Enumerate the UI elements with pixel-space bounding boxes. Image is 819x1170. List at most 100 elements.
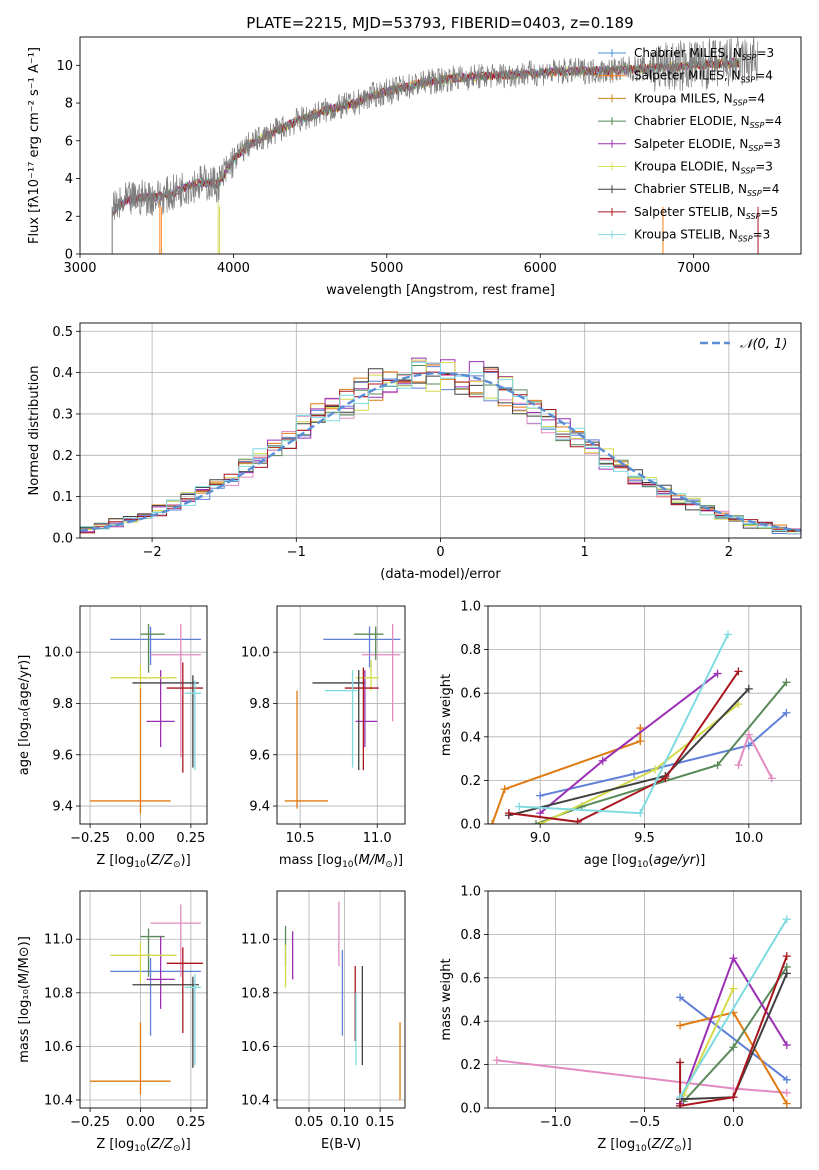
y-axis-label: Normed distribution <box>27 366 42 496</box>
weight-marker <box>767 774 776 783</box>
legend-subscript: SSP <box>741 167 756 176</box>
chart-mass_vs_ebv: 0.05 0.10 0.15 10.4 10.6 10.8 11.0 <box>241 890 406 1130</box>
chart-weight_vs_Z: −1.0 −0.5 0.0 0.0 0.2 0.4 0.6 0.8 1.0 mass weight <box>439 885 802 1130</box>
weight-marker <box>744 741 753 750</box>
legend-label: Chabrier ELODIE, N <box>634 114 750 128</box>
axes-frame <box>79 36 802 255</box>
legend-subscript: SSP <box>741 76 756 85</box>
chart-residuals: −2 −1 0 1 2 0.0 0.1 0.2 0.3 0.4 0.5 (data-model)/er… <box>27 322 802 582</box>
plot-area <box>488 606 801 824</box>
label-part: Z/Z <box>651 1137 675 1152</box>
legend-entry: Chabrier MILES, NSSP=3 <box>634 46 774 62</box>
label-part: mass [log <box>279 853 342 868</box>
y-tick-label: 9.4 <box>249 800 270 815</box>
label-part: )] <box>682 1137 692 1152</box>
axes-frame <box>276 605 406 825</box>
y-tick-label: 0.1 <box>52 490 73 505</box>
y-tick-label: 11.0 <box>241 933 270 948</box>
label-part: ( <box>146 853 151 868</box>
y-tick-label: 10.4 <box>241 1093 270 1108</box>
plot-area <box>80 606 207 824</box>
y-tick-label: 10 <box>56 59 73 74</box>
y-tick-label: 10.0 <box>241 646 270 661</box>
label-part: )] <box>181 853 191 868</box>
weight-marker <box>782 1075 791 1084</box>
y-tick-label: 1.0 <box>460 600 481 615</box>
y-tick-label: 9.6 <box>52 748 73 763</box>
x-axis-label: Z [log10(Z/Z⊙)] <box>96 853 190 870</box>
x-tick-label: 2 <box>725 545 733 560</box>
legend-count: =4 <box>762 182 780 196</box>
axes-frame <box>276 890 406 1109</box>
x-tick-label: 10.0 <box>734 831 763 846</box>
y-tick-label: 9.8 <box>249 697 270 712</box>
weight-marker <box>676 993 685 1002</box>
legend-entry: 𝒩(0, 1) <box>740 337 787 352</box>
y-tick-label: 10.8 <box>44 986 73 1001</box>
weight-marker <box>531 820 540 824</box>
weight-series <box>682 966 788 1103</box>
label-part: ⊙ <box>385 860 393 870</box>
weight-marker <box>782 678 791 687</box>
x-axis-label: mass [log10(M/M⊙)] <box>279 853 403 870</box>
y-tick-label: 0.2 <box>460 774 481 789</box>
legend-subscript: SSP <box>750 121 765 130</box>
label-part: age/yr <box>653 853 696 868</box>
label-part: Z [log <box>96 853 134 868</box>
x-tick-label: −0.25 <box>70 1115 110 1130</box>
legend-entry: Kroupa STELIB, NSSP=3 <box>634 228 770 244</box>
legend-label: Kroupa STELIB, N <box>634 228 738 242</box>
y-tick-label: 0.8 <box>460 643 481 658</box>
label-part: E(B-V) <box>321 1137 361 1152</box>
y-tick-label: 0.6 <box>460 687 481 702</box>
x-tick-label: 10.5 <box>286 831 315 846</box>
legend-count: =4 <box>755 69 773 83</box>
weight-series <box>539 703 740 824</box>
y-tick-label: 2 <box>65 210 73 225</box>
weight-marker <box>650 765 659 774</box>
plot-area <box>488 891 801 1108</box>
y-tick-label: 0.0 <box>52 532 73 547</box>
label-part: ( <box>648 853 653 868</box>
label-part: Z [log <box>597 1137 635 1152</box>
y-tick-label: 10.6 <box>241 1040 270 1055</box>
y-tick-label: 0.2 <box>460 1058 481 1073</box>
legend-count: =3 <box>755 160 773 174</box>
weight-marker <box>536 820 545 824</box>
histogram-series <box>80 361 801 535</box>
x-axis-label: age [log10(age/yr)] <box>584 853 706 870</box>
x-tick-label: 6000 <box>524 261 557 276</box>
y-tick-label: 10.6 <box>44 1040 73 1055</box>
legend-entry: Salpeter STELIB, NSSP=5 <box>634 205 778 221</box>
plot-area <box>277 891 405 1108</box>
label-part: Z/Z <box>150 853 174 868</box>
weight-marker <box>713 761 722 770</box>
weight-marker <box>744 730 753 739</box>
weight-marker <box>536 791 545 800</box>
chart-spectrum: 3000 4000 5000 6000 7000 0 2 4 6 8 10 wavelength [A… <box>27 36 802 298</box>
legend-label: Salpeter STELIB, N <box>634 205 746 219</box>
label-part: )] <box>695 853 705 868</box>
legend-label: Salpeter ELODIE, N <box>634 137 748 151</box>
x-axis-label: E(B-V) <box>321 1137 361 1152</box>
x-tick-label: −1.0 <box>540 1115 572 1130</box>
x-tick-label: 9.0 <box>530 831 551 846</box>
weight-marker <box>734 761 743 770</box>
weight-marker <box>713 669 722 678</box>
y-tick-label: 10.4 <box>44 1093 73 1108</box>
plot-area <box>111 37 759 254</box>
weight-marker <box>488 820 497 824</box>
legend-subscript: SSP <box>733 98 748 107</box>
chart-mass_vs_Z: −0.25 0.00 0.25 10.4 10.6 10.8 11.0 <box>44 890 208 1130</box>
y-tick-label: 9.4 <box>52 800 73 815</box>
label-part: M/M <box>359 853 386 868</box>
plot-area <box>80 323 801 538</box>
weight-marker <box>661 774 670 783</box>
y-tick-label: 8 <box>65 97 73 112</box>
y-tick-label: 0 <box>65 248 73 263</box>
axes-frame <box>79 322 802 539</box>
label-part: Z [log <box>96 1137 134 1152</box>
weight-marker <box>734 700 743 709</box>
weight-marker <box>504 809 513 818</box>
y-tick-label: 4 <box>65 172 73 187</box>
